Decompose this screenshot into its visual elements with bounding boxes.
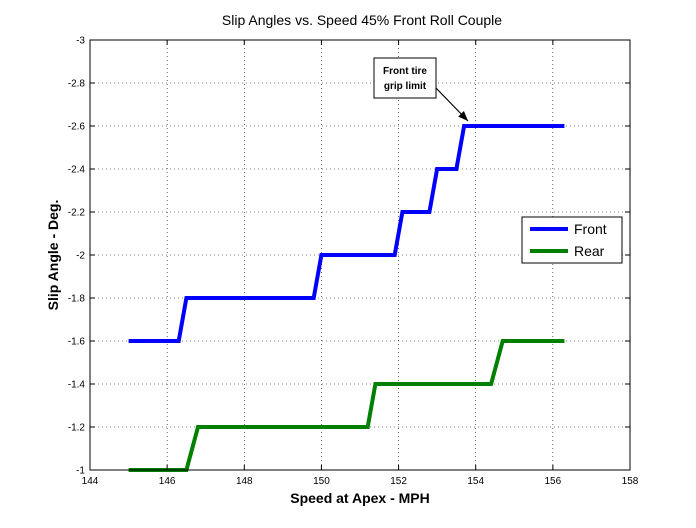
x-tick-label: 154 (467, 476, 484, 487)
x-axis-label: Speed at Apex - MPH (290, 490, 430, 506)
annotation-front-grip-limit: Front tire grip limit (373, 57, 469, 122)
y-axis-label: Slip Angle - Deg. (45, 200, 61, 311)
y-tick-label: -2.4 (68, 165, 86, 176)
series-line-front (128, 124, 565, 343)
y-tick-label: -1 (76, 466, 85, 477)
legend: Front Rear (521, 216, 623, 264)
x-tick-label: 148 (236, 476, 253, 487)
legend-label-rear: Rear (574, 243, 605, 259)
annotation-box (373, 57, 437, 99)
annotation-line-2: grip limit (384, 81, 427, 92)
x-tick-label: 146 (159, 476, 176, 487)
x-tick-label: 156 (545, 476, 562, 487)
x-tick-label: 144 (82, 476, 99, 487)
chart-title: Slip Angles vs. Speed 45% Front Roll Cou… (222, 12, 502, 28)
y-tick-label: -2 (76, 251, 85, 262)
y-tick-label: -3 (76, 36, 85, 47)
series-line-rear (128, 339, 565, 472)
y-tick-label: -1.4 (68, 380, 86, 391)
annotation-arrowhead (458, 111, 468, 121)
y-tick-label: -2.2 (68, 208, 86, 219)
series-layer (128, 124, 565, 472)
legend-label-front: Front (574, 221, 607, 237)
x-tick-label: 158 (622, 476, 639, 487)
y-tick-label: -2.8 (68, 79, 86, 90)
y-tick-label: -1.6 (68, 337, 86, 348)
y-tick-label: -1.2 (68, 423, 86, 434)
annotation-line-1: Front tire (383, 66, 427, 77)
x-tick-label: 150 (313, 476, 330, 487)
x-tick-label: 152 (390, 476, 407, 487)
legend-box (521, 216, 623, 264)
y-tick-label: -2.6 (68, 122, 86, 133)
y-tick-label: -1.8 (68, 294, 86, 305)
ticks: 144 146 148 150 152 154 156 158 -1 -1.2 -1.4 -1.6 -1… (68, 36, 639, 488)
